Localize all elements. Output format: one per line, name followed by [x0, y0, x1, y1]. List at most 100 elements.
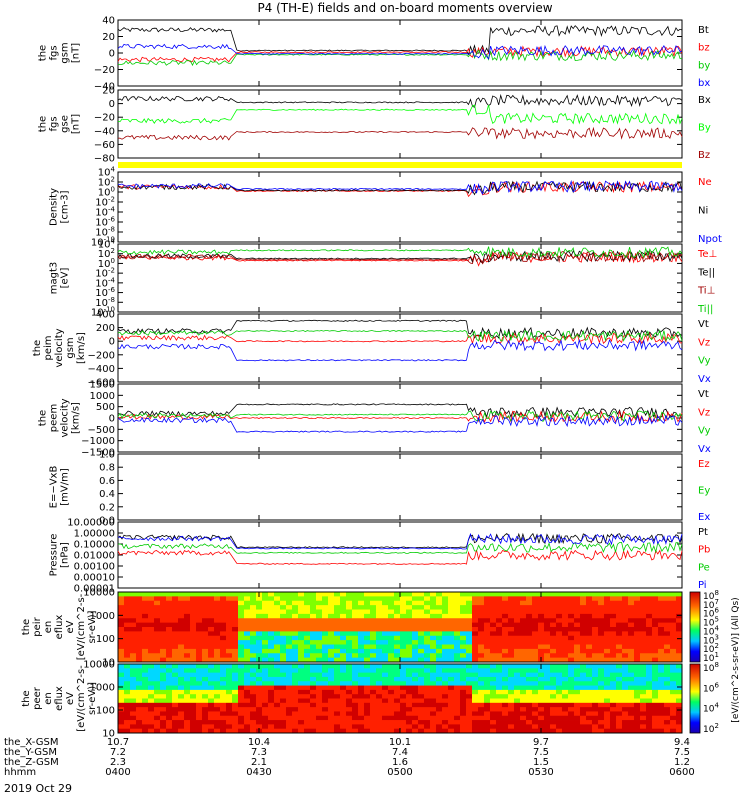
spectrogram-cell — [622, 640, 629, 645]
y-tick-label: −40 — [94, 82, 115, 93]
spectrogram-cell — [184, 694, 191, 699]
spectrogram-cell — [268, 702, 275, 708]
spectrogram-cell — [592, 676, 599, 682]
spectrogram-cell — [502, 605, 509, 610]
spectrogram-cell — [580, 600, 587, 606]
spectrogram-cell — [220, 596, 227, 602]
legend-entry: Ey — [698, 486, 710, 497]
spectrogram-cell — [298, 698, 305, 704]
y-axis-label: [km/s] — [71, 402, 82, 434]
spectrogram-cell — [532, 681, 539, 686]
spectrogram-cell — [616, 668, 623, 674]
spectrogram-cell — [454, 715, 461, 721]
spectrogram-cell — [280, 715, 287, 721]
spectrogram-cell — [322, 600, 329, 606]
y-tick-label: −20 — [94, 65, 115, 76]
spectrogram-cell — [184, 627, 191, 632]
spectrogram-cell — [148, 635, 155, 641]
spectrogram-cell — [184, 728, 191, 734]
spectrogram-cell — [442, 664, 449, 669]
spectrogram-cell — [418, 657, 425, 663]
spectrogram-cell — [526, 689, 533, 695]
spectrogram-cell — [670, 676, 677, 682]
spectrogram-cell — [472, 689, 479, 695]
spectrogram-cell — [526, 631, 533, 637]
spectrogram-cell — [118, 596, 125, 602]
legend-entry: Vy — [698, 426, 711, 437]
spectrogram-cell — [340, 681, 347, 686]
spectrogram-cell — [550, 668, 557, 674]
spectrogram-cell — [370, 676, 377, 682]
spectrogram-cell — [484, 702, 491, 708]
spectrogram-cell — [268, 622, 275, 628]
spectrogram-cell — [610, 724, 617, 730]
spectrogram-cell — [160, 707, 167, 712]
spectrogram-cell — [430, 613, 437, 619]
spectrogram-cell — [616, 648, 623, 654]
spectrogram-cell — [454, 635, 461, 641]
legend-entry: Vz — [698, 337, 710, 348]
spectrogram-cell — [610, 672, 617, 678]
spectrogram-cell — [496, 672, 503, 678]
spectrogram-cell — [118, 657, 125, 663]
spectrogram-cell — [202, 627, 209, 632]
spectrogram-cell — [520, 609, 527, 615]
spectrogram-cell — [520, 724, 527, 730]
spectrogram-cell — [478, 702, 485, 708]
spectrogram-cell — [196, 600, 203, 606]
spectrogram-cell — [322, 609, 329, 615]
spectrogram-cell — [604, 613, 611, 619]
spectrogram-cell — [574, 605, 581, 610]
spectrogram-cell — [496, 600, 503, 606]
spectrogram-cell — [484, 711, 491, 717]
spectrogram-cell — [142, 668, 149, 674]
panel-frame — [117, 243, 683, 313]
spectrogram-cell — [556, 681, 563, 686]
spectrogram-cell — [322, 685, 329, 691]
spectrogram-cell — [658, 631, 665, 637]
spectrogram-cell — [172, 728, 179, 734]
spectrogram-cell — [184, 605, 191, 610]
spectrogram-cell — [160, 728, 167, 734]
spectrogram-cell — [592, 600, 599, 606]
spectrogram-cell — [250, 600, 257, 606]
spectrogram-cell — [580, 631, 587, 637]
spectrogram-cell — [148, 698, 155, 704]
y-axis-label: fgs — [49, 45, 60, 60]
spectrogram-cell — [340, 613, 347, 619]
spectrogram-cell — [316, 672, 323, 678]
spectrogram-cell — [424, 664, 431, 669]
spectrogram-cell — [538, 681, 545, 686]
spectrogram-cell — [382, 631, 389, 637]
spectrogram-cell — [178, 605, 185, 610]
spectrogram-cell — [166, 668, 173, 674]
spectrogram-cell — [382, 644, 389, 650]
spectrogram-cell — [340, 689, 347, 695]
spectrogram-cell — [364, 702, 371, 708]
spectrogram-cell — [598, 635, 605, 641]
spectrogram-cell — [430, 711, 437, 717]
spectrogram-cell — [412, 702, 419, 708]
spectrogram-cell — [382, 664, 389, 669]
spectrogram-cell — [304, 653, 311, 659]
y-axis-label: [km/s] — [76, 332, 87, 364]
spectrogram-cell — [448, 685, 455, 691]
spectrogram-cell — [274, 689, 281, 695]
spectrogram-cell — [160, 664, 167, 669]
spectrogram-cell — [202, 724, 209, 730]
spectrogram-cell — [496, 694, 503, 699]
spectrogram-cell — [466, 698, 473, 704]
spectrogram-cell — [178, 596, 185, 602]
spectrogram-cell — [298, 653, 305, 659]
spectrogram-cell — [388, 657, 395, 663]
spectrogram-cell — [130, 605, 137, 610]
spectrogram-cell — [280, 689, 287, 695]
spectrogram-cell — [304, 644, 311, 650]
spectrogram-cell — [388, 668, 395, 674]
spectrogram-cell — [472, 631, 479, 637]
spectrogram-cell — [592, 664, 599, 669]
y-axis-label: [eV/(cm^2-s- — [76, 593, 87, 660]
spectrogram-cell — [334, 698, 341, 704]
spectrogram-cell — [538, 618, 545, 624]
